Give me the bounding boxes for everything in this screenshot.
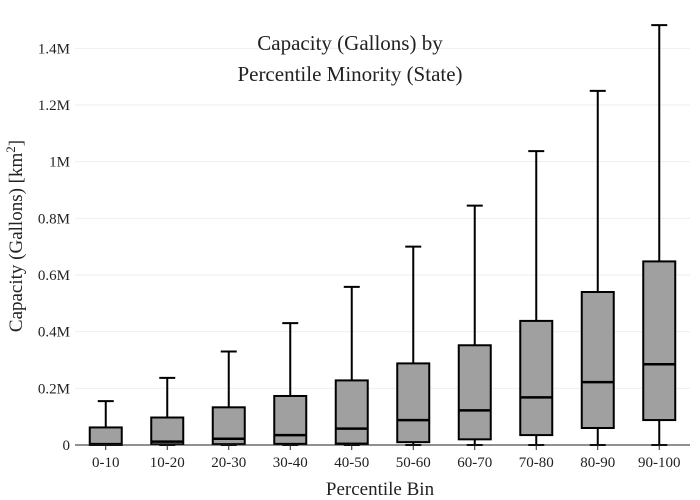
box-30-40 — [273, 322, 308, 446]
axes: 0 0.2M 0.4M 0.6M 0.8M 1M 1.2M 1.4M 0-10 10-20 20-3… — [38, 41, 690, 471]
x-tick-label: 90-100 — [638, 455, 681, 471]
box-80-90 — [580, 89, 615, 446]
box-70-80 — [519, 150, 554, 446]
y-tick-label: 0.2M — [38, 381, 70, 397]
x-tick-label: 10-20 — [150, 455, 185, 471]
x-tick-label: 20-30 — [211, 455, 246, 471]
x-tick-label: 0-10 — [92, 455, 120, 471]
box-90-100 — [642, 24, 677, 446]
x-tick-label: 70-80 — [519, 455, 554, 471]
iqr-box — [88, 426, 123, 446]
x-tick-label: 30-40 — [273, 455, 308, 471]
y-axis-title-close: ] — [6, 140, 27, 146]
box-40-50 — [334, 285, 369, 446]
box-0-10 — [88, 400, 123, 446]
y-tick-label: 0.6M — [38, 268, 70, 284]
x-axis-title: Percentile Bin — [326, 479, 435, 500]
iqr-box — [580, 291, 615, 429]
chart-title-line-2: Percentile Minority (State) — [237, 62, 462, 86]
iqr-box — [519, 319, 554, 437]
iqr-box — [273, 394, 308, 445]
y-tick-label: 0 — [63, 438, 71, 454]
box-10-20 — [150, 376, 185, 446]
y-axis-title-superscript: 2 — [3, 146, 18, 153]
y-tick-label: 0.4M — [38, 325, 70, 341]
box-50-60 — [396, 245, 431, 446]
gridlines — [75, 47, 690, 389]
iqr-box — [396, 362, 431, 444]
y-tick-label: 1.2M — [38, 98, 70, 114]
iqr-box — [642, 260, 677, 422]
y-tick-label: 1M — [49, 155, 70, 171]
boxes — [88, 24, 677, 446]
x-tick-label: 60-70 — [457, 455, 492, 471]
chart-title-line-1: Capacity (Gallons) by — [257, 31, 443, 55]
iqr-box — [457, 344, 492, 441]
y-tick-label: 0.8M — [38, 211, 70, 227]
y-axis-title-main: Capacity (Gallons) [km — [6, 153, 27, 333]
box-20-30 — [211, 350, 246, 446]
iqr-box — [334, 379, 369, 445]
x-tick-label: 50-60 — [396, 455, 431, 471]
iqr-box — [150, 416, 185, 446]
y-tick-label: 1.4M — [38, 41, 70, 57]
box-60-70 — [457, 204, 492, 446]
x-tick-label: 80-90 — [580, 455, 615, 471]
x-tick-label: 40-50 — [334, 455, 369, 471]
y-axis-title: Capacity (Gallons) [km2] — [3, 140, 27, 332]
